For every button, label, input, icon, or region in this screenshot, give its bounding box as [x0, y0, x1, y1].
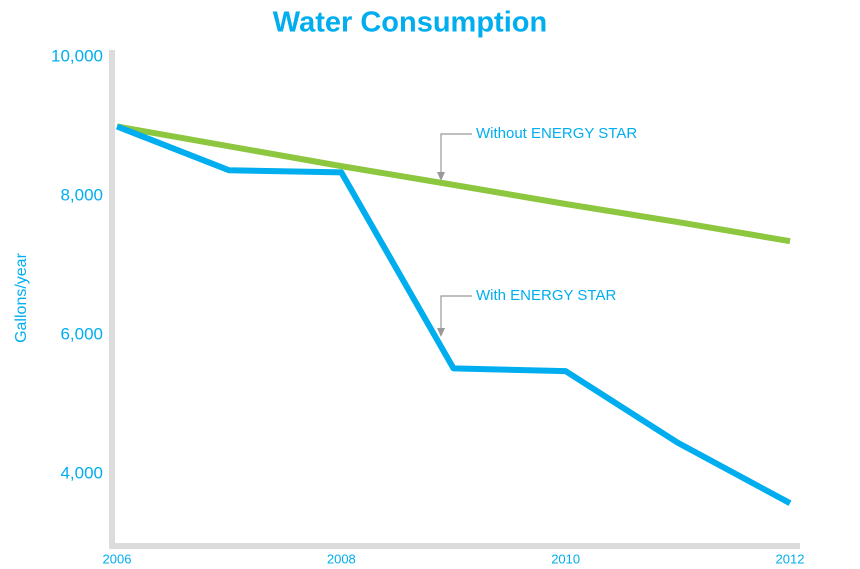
x-tick-label: 2006 — [103, 551, 132, 566]
annotation-arrow — [440, 133, 472, 176]
annotation-text: Without ENERGY STAR — [476, 125, 637, 142]
x-tick-label: 2008 — [327, 551, 356, 566]
annotation-arrow — [440, 295, 472, 332]
y-tick-label: 8,000 — [60, 185, 103, 204]
annotation-with: With ENERGY STAR — [437, 287, 616, 337]
arrow-head — [437, 172, 445, 181]
series-line — [116, 123, 791, 245]
y-tick-label: 4,000 — [60, 463, 103, 482]
x-tick-label: 2010 — [551, 551, 580, 566]
y-axis-label: Gallons/year — [13, 252, 30, 342]
x-tick-label: 2012 — [776, 551, 805, 566]
annotation-text: With ENERGY STAR — [476, 287, 616, 304]
arrow-head — [437, 328, 445, 337]
annotation-without: Without ENERGY STAR — [437, 125, 637, 181]
y-tick-label: 6,000 — [60, 324, 103, 343]
series-line — [115, 123, 792, 506]
y-tick-label: 10,000 — [51, 46, 103, 65]
chart-title: Water Consumption — [273, 7, 547, 39]
